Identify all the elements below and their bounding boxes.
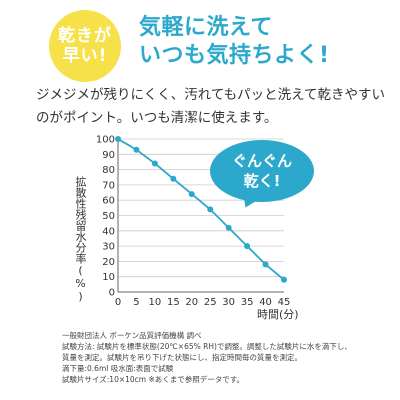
- headline-line-1: 気軽に洗えて: [139, 15, 273, 40]
- data-point: [281, 276, 287, 283]
- x-tick-label: 10: [149, 297, 162, 308]
- y-tick-label: 0: [109, 288, 115, 299]
- data-point: [133, 146, 140, 153]
- data-point: [225, 224, 232, 231]
- x-tick-label: 30: [222, 297, 235, 308]
- x-tick-label: 45: [278, 297, 291, 308]
- y-tick-label: 50: [102, 211, 115, 222]
- notes-method-2: 質量を測定。試験片を吊り下げた状態にし、指定時間毎の質量を測定。: [62, 353, 302, 362]
- notes-size: 試験片サイズ:10×10cm ※あくまで参照データです。: [62, 375, 245, 384]
- y-axis-label: 拡散性残留水分率(%): [74, 176, 87, 303]
- quick-dry-badge: 乾きが 早い!: [49, 10, 121, 82]
- data-point: [262, 261, 269, 268]
- data-point: [188, 191, 195, 198]
- bubble-line-1: ぐんぐん: [231, 152, 292, 170]
- y-tick-label: 90: [102, 150, 115, 161]
- x-tick-label: 25: [204, 297, 217, 308]
- x-tick-label: 20: [185, 297, 198, 308]
- bubble-line-2: 乾く!: [243, 172, 281, 190]
- notes-org: 一般財団法人 ボーケン品質評価機構 調べ: [62, 331, 202, 340]
- test-notes: 一般財団法人 ボーケン品質評価機構 調べ 試験方法: 試験片を標準状態(20℃×…: [62, 330, 392, 385]
- series-line: [117, 138, 285, 281]
- description: ジメジメが残りにくく、汚れてもパッと洗えて乾きやすい のがポイント。いつも清潔に…: [36, 84, 385, 130]
- y-tick-label: 40: [102, 226, 115, 237]
- y-tick-label: 30: [102, 242, 115, 253]
- fast-dry-bubble: ぐんぐん 乾く!: [210, 140, 314, 202]
- x-tick-label: 35: [241, 297, 254, 308]
- description-line-2: のがポイント。いつも清潔に使えます。: [36, 110, 278, 126]
- chart-series: [115, 136, 287, 283]
- headline: 気軽に洗えて いつも気持ちよく!: [139, 14, 330, 70]
- x-tick-label: 0: [115, 297, 121, 308]
- y-tick-label: 80: [102, 165, 115, 176]
- headline-line-2: いつも気持ちよく!: [139, 43, 330, 68]
- y-tick-label: 60: [102, 196, 115, 207]
- y-tick-label: 70: [102, 180, 115, 191]
- chart-ticks: 0 10 20 30 40 50 60 70 80 90 100 0 5 10 15 20 25 30 35 40 45: [96, 135, 290, 309]
- badge-line-1: 乾きが: [58, 26, 112, 46]
- description-line-1: ジメジメが残りにくく、汚れてもパッと洗えて乾きやすい: [36, 87, 385, 103]
- notes-drip: 滴下量:0.6ml 吸水面:表面で試験: [62, 364, 174, 373]
- x-tick-label: 15: [167, 297, 180, 308]
- x-tick-label: 5: [133, 297, 139, 308]
- y-tick-label: 10: [102, 272, 115, 283]
- y-tick-label: 20: [102, 257, 115, 268]
- y-tick-label: 100: [96, 135, 115, 146]
- notes-method-1: 試験方法: 試験片を標準状態(20℃×65% RH)で調整。調整した試験片に水を…: [62, 342, 352, 351]
- x-axis-label: 時間(分): [257, 308, 299, 321]
- badge-line-2: 早い!: [62, 46, 108, 66]
- data-point: [170, 175, 177, 182]
- chart-axes: [117, 139, 284, 293]
- data-point: [207, 206, 214, 213]
- x-tick-label: 40: [259, 297, 272, 308]
- data-point: [244, 243, 251, 250]
- data-point: [151, 160, 158, 167]
- data-point: [115, 136, 121, 142]
